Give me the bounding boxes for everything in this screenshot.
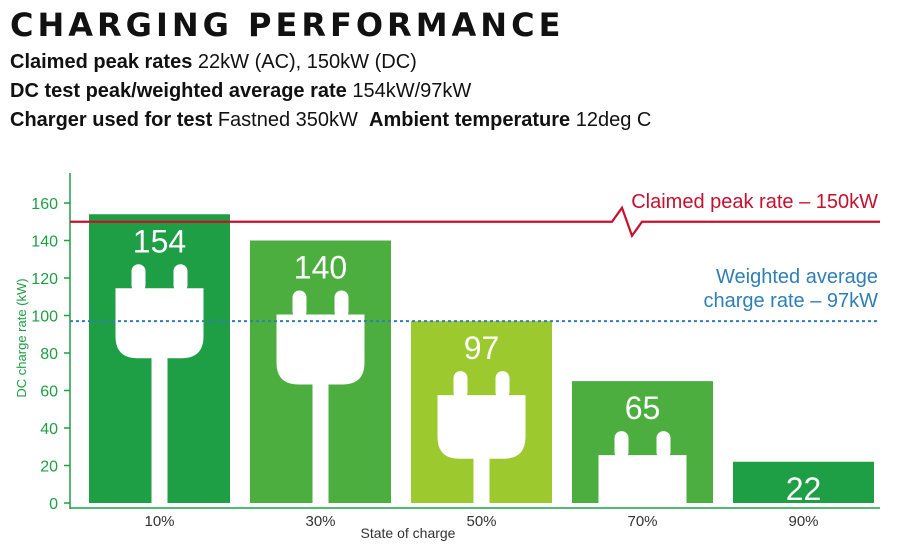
plug-prong-left <box>614 431 629 460</box>
spec-value-dc-test: 154kW/97kW <box>352 80 472 102</box>
plug-prong-right <box>495 371 510 400</box>
x-axis-title: State of charge <box>361 525 456 541</box>
spec-value-claimed-peak: 22kW (AC), 150kW (DC) <box>197 51 417 73</box>
plug-body <box>115 288 204 359</box>
y-axis-title: DC charge rate (kW) <box>14 278 29 397</box>
y-tick-label-7: 140 <box>31 234 58 251</box>
x-tick-label-4: 90% <box>788 513 818 530</box>
y-tick-label-3: 60 <box>40 384 58 401</box>
x-tick-label-3: 70% <box>627 513 657 530</box>
spec-line-2: DC test peak/weighted average rate 154kW… <box>10 77 651 106</box>
bar-value-label-0: 154 <box>133 223 186 259</box>
plug-icon-0 <box>115 264 204 503</box>
x-tick-label-1: 30% <box>305 513 335 530</box>
weighted-average-label-line1: Weighted average <box>716 266 878 288</box>
x-tick-label-0: 10% <box>144 513 174 530</box>
plug-icon-1 <box>276 290 365 503</box>
y-tick-label-1: 20 <box>40 459 58 476</box>
plug-prong-left <box>453 371 468 400</box>
y-tick-label-8: 160 <box>31 196 58 213</box>
plug-prong-right <box>173 264 188 293</box>
bar-value-label-3: 65 <box>625 390 661 426</box>
spec-label-dc-test: DC test peak/weighted average rate <box>10 80 347 102</box>
spec-value-temperature: 12deg C <box>575 109 652 131</box>
y-tick-label-0: 0 <box>49 496 58 513</box>
spec-label-claimed-peak: Claimed peak rates <box>10 51 193 73</box>
y-tick-label-2: 40 <box>40 421 58 438</box>
plug-prong-left <box>131 264 146 293</box>
spec-label-temperature: Ambient temperature <box>369 109 571 131</box>
plug-prong-right <box>334 290 349 319</box>
plug-cable <box>312 382 329 503</box>
y-tick-label-6: 120 <box>31 271 58 288</box>
x-tick-label-2: 50% <box>466 513 496 530</box>
plug-icon-2 <box>437 371 526 503</box>
spec-line-3: Charger used for test Fastned 350kW Ambi… <box>10 106 651 135</box>
chart-title: CHARGING PERFORMANCE <box>10 6 565 44</box>
weighted-average-label-line2: charge rate – 97kW <box>703 290 878 312</box>
claimed-peak-label: Claimed peak rate – 150kW <box>631 191 878 213</box>
spec-value-charger: Fastned 350kW <box>217 109 358 131</box>
bar-value-label-1: 140 <box>294 250 347 286</box>
plug-body <box>437 395 526 459</box>
bar-90% <box>733 461 874 503</box>
bar-value-label-2: 97 <box>464 330 500 366</box>
spec-label-charger: Charger used for test <box>10 109 213 131</box>
claimed-peak-line <box>70 205 880 239</box>
plug-icon-3 <box>598 431 687 503</box>
plug-body <box>598 455 687 503</box>
plug-body <box>276 314 365 385</box>
spec-line-1: Claimed peak rates 22kW (AC), 150kW (DC) <box>10 48 651 77</box>
bar-value-label-4: 22 <box>786 471 822 507</box>
plug-prong-left <box>292 290 307 319</box>
y-tick-label-5: 100 <box>31 309 58 326</box>
plug-cable <box>473 456 490 503</box>
plug-cable <box>151 356 168 503</box>
y-tick-label-4: 80 <box>40 346 58 363</box>
chart-header: CHARGING PERFORMANCE Claimed peak rates … <box>10 6 651 135</box>
plug-prong-right <box>656 431 671 460</box>
